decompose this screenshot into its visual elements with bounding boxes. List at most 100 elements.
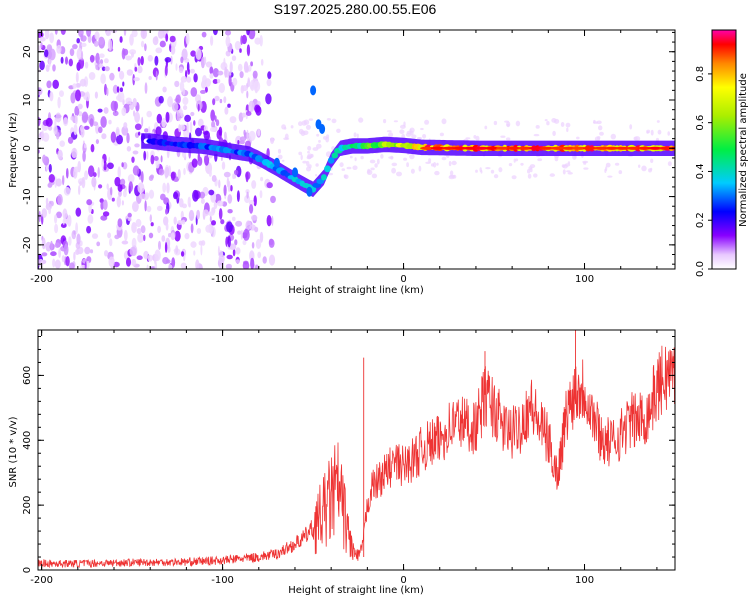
noise-speckle — [110, 186, 113, 196]
noise-speckle — [449, 170, 454, 176]
noise-speckle — [175, 245, 179, 255]
noise-speckle — [104, 250, 109, 257]
noise-speckle — [411, 134, 417, 139]
noise-speckle — [180, 56, 184, 64]
noise-speckle — [554, 118, 560, 124]
ridge-core — [528, 146, 543, 150]
noise-speckle — [55, 178, 62, 187]
noise-speckle — [193, 73, 198, 83]
noise-speckle — [307, 150, 310, 154]
noise-speckle — [227, 180, 231, 193]
snr-y-tick-label: 200 — [22, 496, 33, 515]
noise-speckle — [227, 235, 231, 248]
noise-speckle — [302, 160, 308, 164]
noise-speckle — [74, 114, 78, 125]
colorbar-ticks: 0.0 0.2 0.4 0.6 0.8 — [695, 29, 737, 277]
ridge-blob — [331, 152, 339, 159]
noise-speckle — [515, 158, 519, 162]
noise-speckle — [78, 30, 84, 38]
noise-speckle — [233, 169, 239, 175]
noise-speckle — [391, 162, 398, 167]
noise-speckle — [122, 189, 127, 198]
noise-speckle — [441, 118, 447, 125]
noise-speckle — [366, 169, 373, 175]
noise-speckle — [308, 118, 314, 121]
noise-speckle — [300, 154, 303, 161]
ridge-blob — [292, 167, 298, 178]
noise-speckle — [102, 211, 110, 217]
noise-speckle — [158, 240, 161, 250]
noise-speckle — [196, 228, 202, 234]
noise-speckle — [298, 128, 304, 135]
noise-speckle — [346, 166, 352, 170]
noise-speckle — [240, 35, 243, 45]
noise-speckle — [298, 121, 303, 127]
noise-speckle — [60, 56, 64, 64]
noise-speckle — [138, 193, 146, 200]
noise-speckle — [237, 230, 242, 235]
ridge-blob — [324, 165, 331, 173]
noise-speckle — [192, 189, 199, 202]
ridge-core — [517, 146, 532, 150]
noise-speckle — [69, 48, 75, 57]
noise-speckle — [88, 72, 96, 80]
noise-speckle — [123, 30, 127, 36]
noise-speckle — [246, 129, 249, 141]
noise-speckle — [396, 171, 402, 177]
noise-speckle — [149, 214, 152, 223]
noise-speckle — [249, 204, 254, 214]
noise-speckle — [180, 262, 187, 269]
noise-speckle — [422, 134, 427, 139]
noise-speckle — [117, 218, 123, 228]
noise-speckle — [104, 66, 110, 72]
noise-speckle — [178, 66, 184, 74]
noise-speckle — [265, 93, 272, 105]
spectrogram-y-tick-label: 10 — [22, 94, 33, 107]
noise-speckle — [181, 48, 188, 61]
noise-speckle — [533, 133, 540, 137]
noise-speckle — [116, 195, 122, 208]
noise-speckle — [171, 102, 179, 112]
noise-speckle — [115, 126, 120, 137]
noise-speckle — [48, 174, 55, 183]
noise-speckle — [254, 104, 261, 113]
noise-speckle — [84, 170, 89, 180]
noise-speckle — [391, 167, 396, 174]
noise-speckle — [225, 35, 231, 48]
noise-speckle — [236, 190, 240, 203]
noise-speckle — [599, 131, 604, 136]
noise-speckle — [153, 256, 157, 265]
noise-speckle — [137, 233, 144, 243]
noise-speckle — [126, 132, 130, 144]
noise-speckle — [170, 232, 175, 241]
noise-speckle — [158, 34, 161, 39]
noise-speckle — [116, 86, 120, 93]
noise-speckle — [164, 57, 172, 63]
noise-speckle — [74, 105, 80, 117]
noise-speckle — [118, 190, 122, 197]
noise-speckle — [190, 223, 194, 234]
noise-speckle — [197, 156, 203, 166]
noise-speckle — [109, 238, 113, 247]
noise-speckle — [80, 35, 87, 42]
noise-speckle — [121, 107, 127, 116]
noise-speckle — [290, 125, 294, 129]
noise-speckle — [83, 143, 87, 149]
noise-speckle — [134, 143, 140, 148]
noise-speckle — [164, 242, 168, 253]
noise-speckle — [183, 167, 186, 176]
noise-speckle — [129, 246, 137, 257]
noise-speckle — [190, 68, 195, 74]
snr-x-tick-label: -200 — [30, 575, 53, 586]
snr-plot-area — [38, 330, 675, 569]
noise-speckle — [41, 130, 45, 141]
noise-speckle — [223, 96, 227, 104]
noise-speckle — [527, 169, 531, 174]
noise-speckle — [156, 113, 162, 124]
noise-speckle — [183, 105, 188, 111]
noise-speckle — [473, 135, 477, 139]
noise-speckle — [88, 165, 95, 177]
noise-speckle — [84, 261, 87, 269]
noise-speckle — [42, 154, 47, 164]
